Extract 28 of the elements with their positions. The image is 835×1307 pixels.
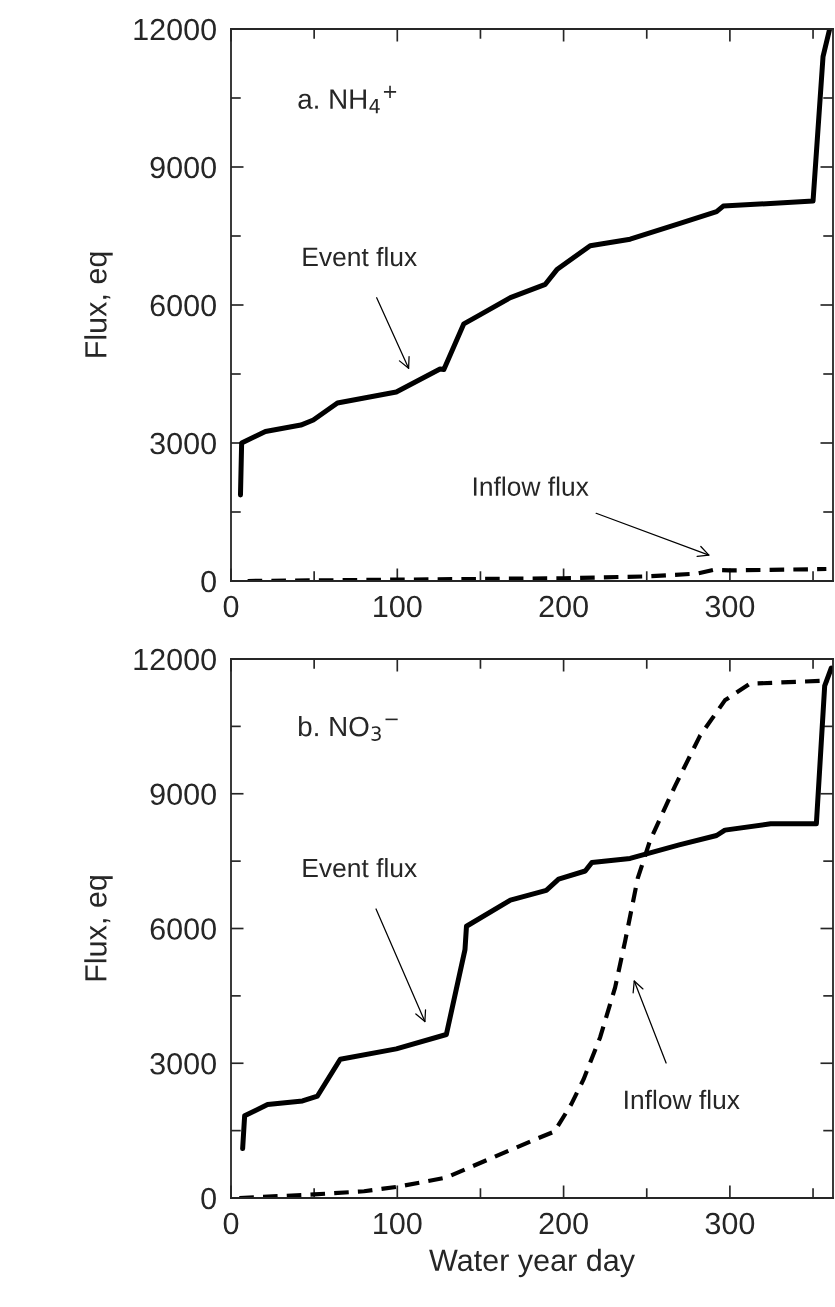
annotation: a. NH$_{4}$$^{+}$ <box>298 85 397 114</box>
y-tick-label: 3000 <box>150 1052 216 1075</box>
x-tick-label: 300 <box>705 595 755 618</box>
x-tick-label: 200 <box>539 595 588 618</box>
y-tick-label: 9000 <box>150 156 216 179</box>
annotation: Event flux <box>303 857 417 878</box>
y-axis-title: Flux, eq <box>84 876 113 981</box>
y-tick-label: 3000 <box>150 432 216 455</box>
x-tick-label: 300 <box>705 1212 755 1235</box>
x-tick-label: 100 <box>374 1212 422 1235</box>
x-tick-label: 0 <box>223 1212 239 1235</box>
x-tick-label: 100 <box>374 595 422 618</box>
annotation: Event flux <box>303 246 417 267</box>
y-tick-label: 0 <box>201 570 216 593</box>
y-tick-label: 6000 <box>150 918 216 940</box>
annotation: Inflow flux <box>625 1089 740 1110</box>
x-axis-title: Water year day <box>429 1248 635 1278</box>
y-tick-label: 6000 <box>150 294 216 317</box>
y-tick-label: 0 <box>201 1187 216 1210</box>
line-series <box>245 566 829 581</box>
x-tick-label: 200 <box>539 1212 588 1235</box>
y-tick-label: 12000 <box>134 648 216 671</box>
y-axis-title: Flux, eq <box>84 252 113 357</box>
annotation: Inflow flux <box>473 476 589 496</box>
y-tick-label: 9000 <box>150 783 216 806</box>
y-tick-label: 12000 <box>134 18 216 41</box>
annotation: b. NO$_{3}$$^{−}$ <box>299 715 398 741</box>
x-tick-label: 0 <box>223 595 239 618</box>
